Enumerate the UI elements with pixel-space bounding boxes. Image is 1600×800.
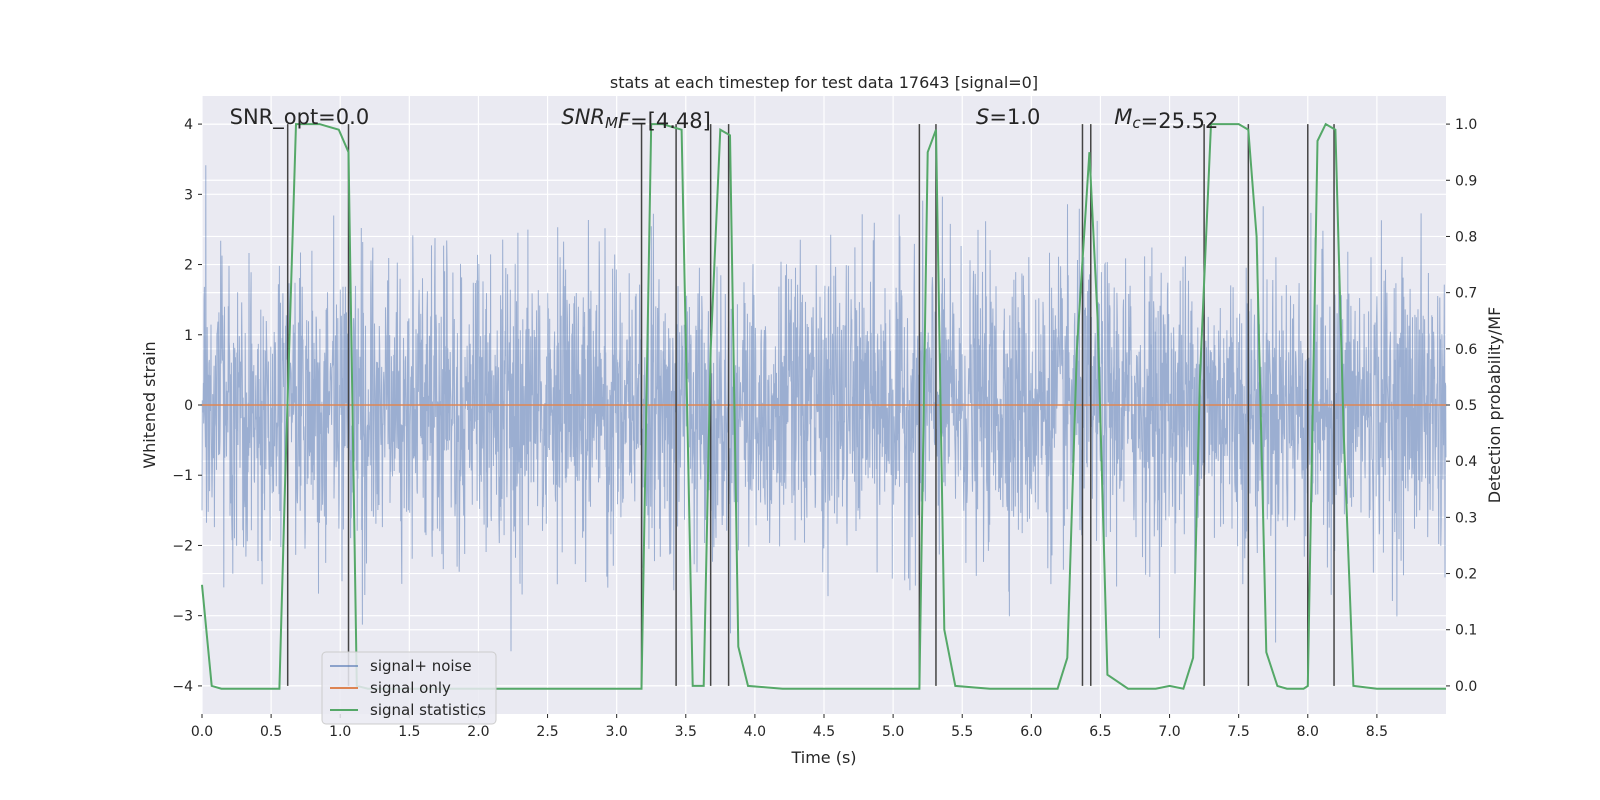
y2-tick-label: 0.1: [1455, 623, 1477, 639]
x-tick-label: 1.0: [329, 724, 351, 740]
annotation-part: SNR_opt=0.0: [230, 105, 370, 130]
legend: signal+ noise signal only signal statistic…: [321, 651, 497, 725]
vertical-lines: [286, 124, 1335, 686]
annotation-part: =1.0: [989, 105, 1040, 129]
y-tick-label: 1: [184, 328, 193, 344]
y2-tick-label: 0.5: [1455, 398, 1477, 414]
y-axis-ticks: −4 −3 −2 −1 0 1 2 3 4: [172, 117, 202, 695]
annotation-part: M: [1114, 105, 1132, 129]
x-tick-label: 3.5: [675, 724, 697, 740]
annotation-part: F: [618, 109, 631, 133]
signal-statistics-series: [201, 122, 1446, 690]
y-tick-label: −1: [172, 468, 193, 484]
annotation-part: S: [976, 105, 989, 129]
x-tick-label: 4.5: [813, 724, 835, 740]
x-tick-label: 3.0: [606, 724, 628, 740]
y2-tick-label: 0.8: [1455, 229, 1477, 245]
x-tick-label: 5.5: [951, 724, 973, 740]
y2-tick-label: 1.0: [1455, 117, 1477, 133]
x-axis-ticks: 0.0 0.5 1.0 1.5 2.0 2.5 3.0 3.5 4.0 4.5 5.0 5.5 6.0 6…: [191, 714, 1388, 740]
y-tick-label: 2: [184, 258, 193, 274]
y2-tick-label: 0.0: [1455, 679, 1477, 695]
annotation: Mc=25.52: [1114, 105, 1218, 133]
legend-label: signal statistics: [370, 701, 486, 719]
y-tick-label: −4: [172, 679, 193, 695]
legend-label: signal only: [370, 679, 451, 697]
y2-tick-label: 0.3: [1455, 510, 1477, 526]
x-tick-label: 0.5: [260, 724, 282, 740]
annotation: S=1.0: [976, 105, 1040, 129]
x-tick-label: 7.0: [1158, 724, 1180, 740]
x-tick-label: 0.0: [191, 724, 213, 740]
noise-series: [201, 165, 1447, 652]
y-tick-label: 0: [184, 398, 193, 414]
annotation-part: SNR: [561, 105, 605, 129]
x-tick-label: 6.0: [1020, 724, 1042, 740]
y2-axis-ticks: 0.0 0.1 0.2 0.3 0.4 0.5 0.6 0.7 0.8 0.9 1.0: [1446, 117, 1477, 695]
y2-tick-label: 0.4: [1455, 454, 1477, 470]
x-tick-label: 8.0: [1297, 724, 1319, 740]
y-tick-label: −3: [172, 609, 193, 625]
x-tick-label: 5.0: [882, 724, 904, 740]
x-tick-label: 6.5: [1089, 724, 1111, 740]
x-tick-label: 8.5: [1366, 724, 1388, 740]
y-axis-label: Whitened strain: [140, 341, 159, 468]
legend-box: [321, 651, 497, 725]
x-tick-label: 7.5: [1228, 724, 1250, 740]
x-axis-label: Time (s): [790, 748, 856, 767]
y2-tick-label: 0.6: [1455, 342, 1477, 358]
y-tick-label: 3: [184, 187, 193, 203]
annotations: SNR_opt=0.0 SNRMF=[4.48] S=1.0 Mc=25.52: [230, 105, 1219, 133]
legend-label: signal+ noise: [370, 657, 472, 675]
y2-tick-label: 0.9: [1455, 173, 1477, 189]
y2-axis-label: Detection probability/MF: [1485, 307, 1504, 504]
signal-statistics-line: [201, 122, 1446, 690]
x-tick-label: 4.0: [744, 724, 766, 740]
x-tick-label: 1.5: [398, 724, 420, 740]
annotation: SNR_opt=0.0: [230, 105, 370, 130]
y-tick-label: −2: [172, 538, 193, 554]
y-tick-label: 4: [184, 117, 193, 133]
y2-tick-label: 0.7: [1455, 286, 1477, 302]
annotation-part: =25.52: [1141, 109, 1219, 133]
y2-tick-label: 0.2: [1455, 567, 1477, 583]
x-tick-label: 2.5: [536, 724, 558, 740]
signal-noise-line: [201, 165, 1447, 652]
chart-title: stats at each timestep for test data 176…: [610, 73, 1038, 92]
x-tick-label: 2.0: [467, 724, 489, 740]
annotation-part: c: [1132, 114, 1141, 132]
annotation-part: M: [605, 114, 618, 132]
annotation: SNRMF=[4.48]: [561, 105, 710, 133]
annotation-part: =[4.48]: [630, 109, 711, 133]
